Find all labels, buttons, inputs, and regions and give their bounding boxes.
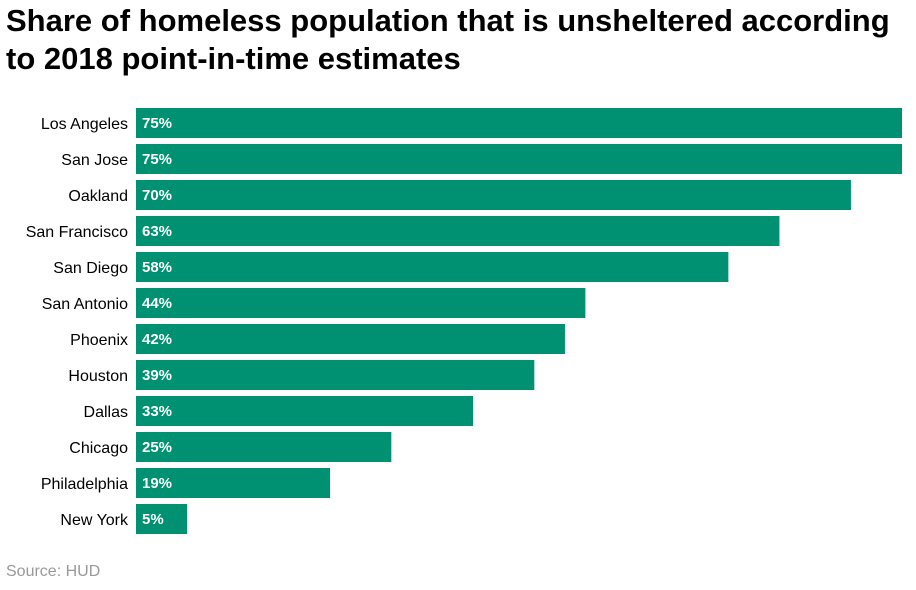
value-label: 70%	[142, 187, 172, 204]
value-label: 25%	[142, 439, 172, 456]
category-label: Oakland	[68, 188, 128, 205]
category-label: Phoenix	[70, 332, 128, 349]
value-label: 75%	[142, 115, 172, 132]
bars-layer: Los Angeles 75% San Jose 75% Oakland 70% San F…	[26, 108, 902, 534]
category-label: San Antonio	[42, 296, 128, 313]
bar-san-antonio	[136, 288, 586, 318]
value-label: 39%	[142, 367, 172, 384]
source-note: Source: HUD	[6, 563, 101, 580]
category-label: Los Angeles	[41, 116, 128, 133]
bar-san-francisco	[136, 216, 780, 246]
value-label: 63%	[142, 223, 172, 240]
category-label: New York	[60, 512, 129, 529]
value-label: 5%	[142, 511, 164, 528]
value-label: 75%	[142, 151, 172, 168]
category-label: San Jose	[61, 152, 128, 169]
bar-dallas	[136, 396, 474, 426]
category-label: Philadelphia	[41, 476, 128, 493]
category-label: Chicago	[69, 440, 128, 457]
bar-oakland	[136, 180, 851, 210]
bar-philadelphia	[136, 468, 331, 498]
category-label: San Diego	[53, 260, 128, 277]
category-label: Dallas	[84, 404, 128, 421]
chart-title: Share of homeless population that is uns…	[6, 3, 890, 76]
value-label: 42%	[142, 331, 172, 348]
bar-los-angeles	[136, 108, 902, 138]
value-label: 19%	[142, 475, 172, 492]
bar-phoenix	[136, 324, 565, 354]
value-label: 58%	[142, 259, 172, 276]
bar-san-diego	[136, 252, 729, 282]
category-label: Houston	[68, 368, 128, 385]
bar-houston	[136, 360, 535, 390]
category-label: San Francisco	[26, 224, 128, 241]
bar-new-york	[136, 504, 188, 534]
bar-chicago	[136, 432, 392, 462]
value-label: 33%	[142, 403, 172, 420]
value-label: 44%	[142, 295, 172, 312]
bar-san-jose	[136, 144, 902, 174]
